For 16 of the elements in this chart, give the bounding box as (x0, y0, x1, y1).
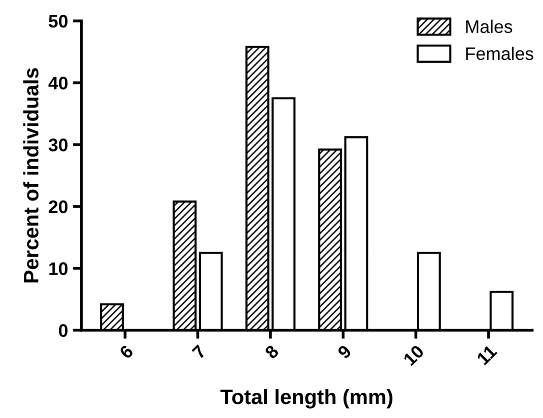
y-tick-label: 30 (48, 138, 68, 152)
x-tick-label: 8 (264, 344, 280, 360)
y-tick-label: 10 (49, 262, 68, 276)
x-axis-title: Total length (mm) (220, 388, 392, 408)
y-axis-title: Percent of individuals (23, 68, 38, 282)
x-tick-label: 7 (192, 344, 206, 360)
y-tick-label: 50 (48, 14, 68, 28)
y-tick-label: 40 (48, 76, 68, 90)
x-tick-label: 10 (402, 344, 425, 366)
x-tick-label: 6 (118, 344, 134, 360)
y-tick-label: 20 (48, 200, 68, 214)
y-tick-label: 0 (58, 324, 68, 337)
legend-label: Females (466, 46, 534, 60)
legend-label: Males (466, 20, 512, 34)
x-tick-label: 11 (476, 344, 498, 366)
x-tick-label: 9 (336, 344, 352, 360)
